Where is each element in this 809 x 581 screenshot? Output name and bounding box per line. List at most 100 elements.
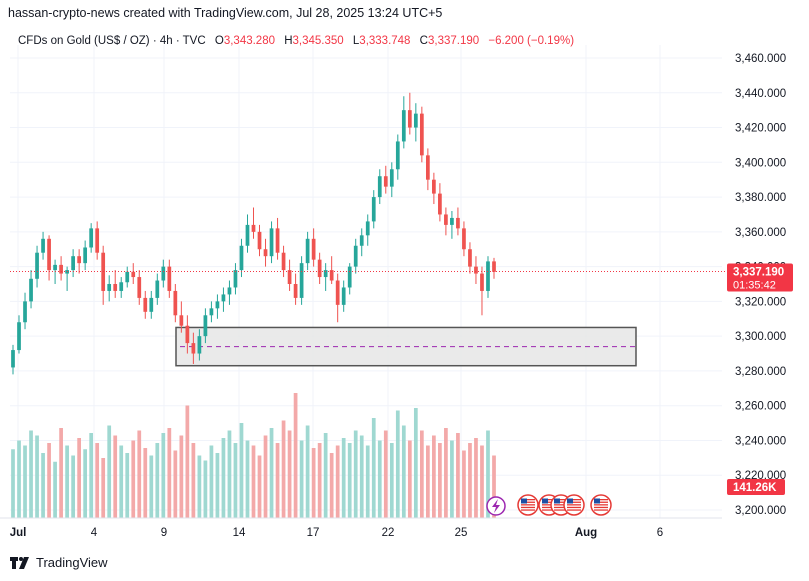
price-tick-label: 3,300.000 <box>735 331 786 343</box>
support-zone[interactable] <box>175 326 637 367</box>
volume-bar <box>335 445 340 518</box>
candle-body <box>227 287 232 295</box>
candle <box>407 92 412 135</box>
candle <box>341 280 346 312</box>
candle <box>353 238 358 274</box>
candle <box>323 263 328 291</box>
candle <box>59 256 63 281</box>
candle-body <box>149 297 154 312</box>
candle <box>167 259 172 298</box>
volume-bar <box>197 455 202 518</box>
price-tick-label: 3,280.000 <box>735 366 786 378</box>
candle <box>227 280 232 305</box>
symbol-label[interactable]: CFDs on Gold (US$ / OZ) · 4h · TVC <box>18 35 206 47</box>
candle <box>425 148 430 191</box>
price-tick-label: 3,380.000 <box>735 192 786 204</box>
candle <box>474 256 478 284</box>
candle-body <box>287 270 292 284</box>
flag-stripe <box>554 499 568 501</box>
price-axis[interactable]: 3,460.000 3,440.000 3,420.000 3,400.000 3,38… <box>727 53 793 517</box>
volume-bar <box>359 435 364 518</box>
candle-body <box>119 282 124 291</box>
volume-bar <box>221 438 226 518</box>
volume-bar <box>311 448 316 518</box>
close-label: C <box>419 35 428 47</box>
volume-bar <box>365 445 370 518</box>
flag-stripe <box>567 509 581 511</box>
candle-body <box>215 301 220 309</box>
flag-stripe <box>594 509 608 511</box>
tradingview-logo[interactable]: TradingView <box>10 555 108 570</box>
candle <box>395 134 400 180</box>
candle-body <box>95 228 100 253</box>
candle <box>389 162 394 198</box>
candle-body <box>299 263 304 298</box>
volume-bar <box>407 440 412 518</box>
volume-bar <box>263 435 268 518</box>
volume-bar <box>107 425 112 518</box>
candle <box>438 183 442 222</box>
candle <box>347 263 352 295</box>
volume-bar <box>167 428 172 518</box>
candle <box>377 169 382 205</box>
candle <box>456 207 460 236</box>
candle <box>263 238 268 267</box>
volume-bar <box>347 443 352 518</box>
flag-canton <box>554 498 560 504</box>
candle-body <box>251 224 256 232</box>
volume-bar <box>269 428 274 518</box>
volume-bar <box>173 450 178 518</box>
volume-bar <box>191 443 196 518</box>
volume-bar <box>353 430 358 518</box>
candle-body <box>89 228 94 248</box>
candle-body <box>329 270 334 281</box>
volume-bar <box>161 433 166 518</box>
candle <box>462 221 466 257</box>
flag-stripe <box>594 504 608 506</box>
flag-stripe <box>521 504 535 506</box>
volume-bar <box>233 443 238 518</box>
flag-canton <box>567 498 573 504</box>
volume-bar <box>293 393 298 518</box>
volume-bar <box>23 445 27 518</box>
volume-bar <box>468 443 472 518</box>
time-axis[interactable]: Jul 4 9 14 17 22 25 Aug 6 <box>0 517 722 539</box>
candle-body <box>281 252 286 271</box>
candle-body <box>468 249 472 267</box>
flag-stripe <box>567 501 581 503</box>
volume-bar <box>227 430 232 518</box>
flag-stripe <box>521 499 535 501</box>
tradingview-brand: TradingView <box>36 555 108 570</box>
volume-bar <box>389 443 394 518</box>
economic-event-icons[interactable] <box>486 494 612 516</box>
volume-bars <box>11 393 496 518</box>
price-tick-label: 3,260.000 <box>735 401 786 413</box>
candle-body <box>209 308 214 316</box>
flag-stripe <box>594 499 608 501</box>
candle <box>149 290 154 319</box>
price-tick-label: 3,440.000 <box>735 88 786 100</box>
candle-body <box>450 217 454 225</box>
volume-badge-bg <box>727 479 785 495</box>
candle-body <box>161 266 166 281</box>
candle <box>179 301 184 333</box>
volume-bar <box>215 453 220 518</box>
candle-body <box>23 301 27 323</box>
candle-body <box>305 238 310 264</box>
candle <box>317 252 322 284</box>
time-tick-label: Jul <box>10 527 27 539</box>
candle-body <box>179 315 184 326</box>
candle-body <box>438 193 442 215</box>
candle-body <box>47 238 51 271</box>
candle <box>71 249 75 278</box>
candle-body <box>83 247 88 264</box>
candle-body <box>365 221 370 236</box>
volume-bar <box>203 460 208 518</box>
candle <box>269 221 274 264</box>
candle-body <box>143 297 148 312</box>
candle-body <box>480 273 484 291</box>
candle-body <box>131 271 136 278</box>
candle-body <box>353 245 358 267</box>
candle-body <box>474 266 478 274</box>
